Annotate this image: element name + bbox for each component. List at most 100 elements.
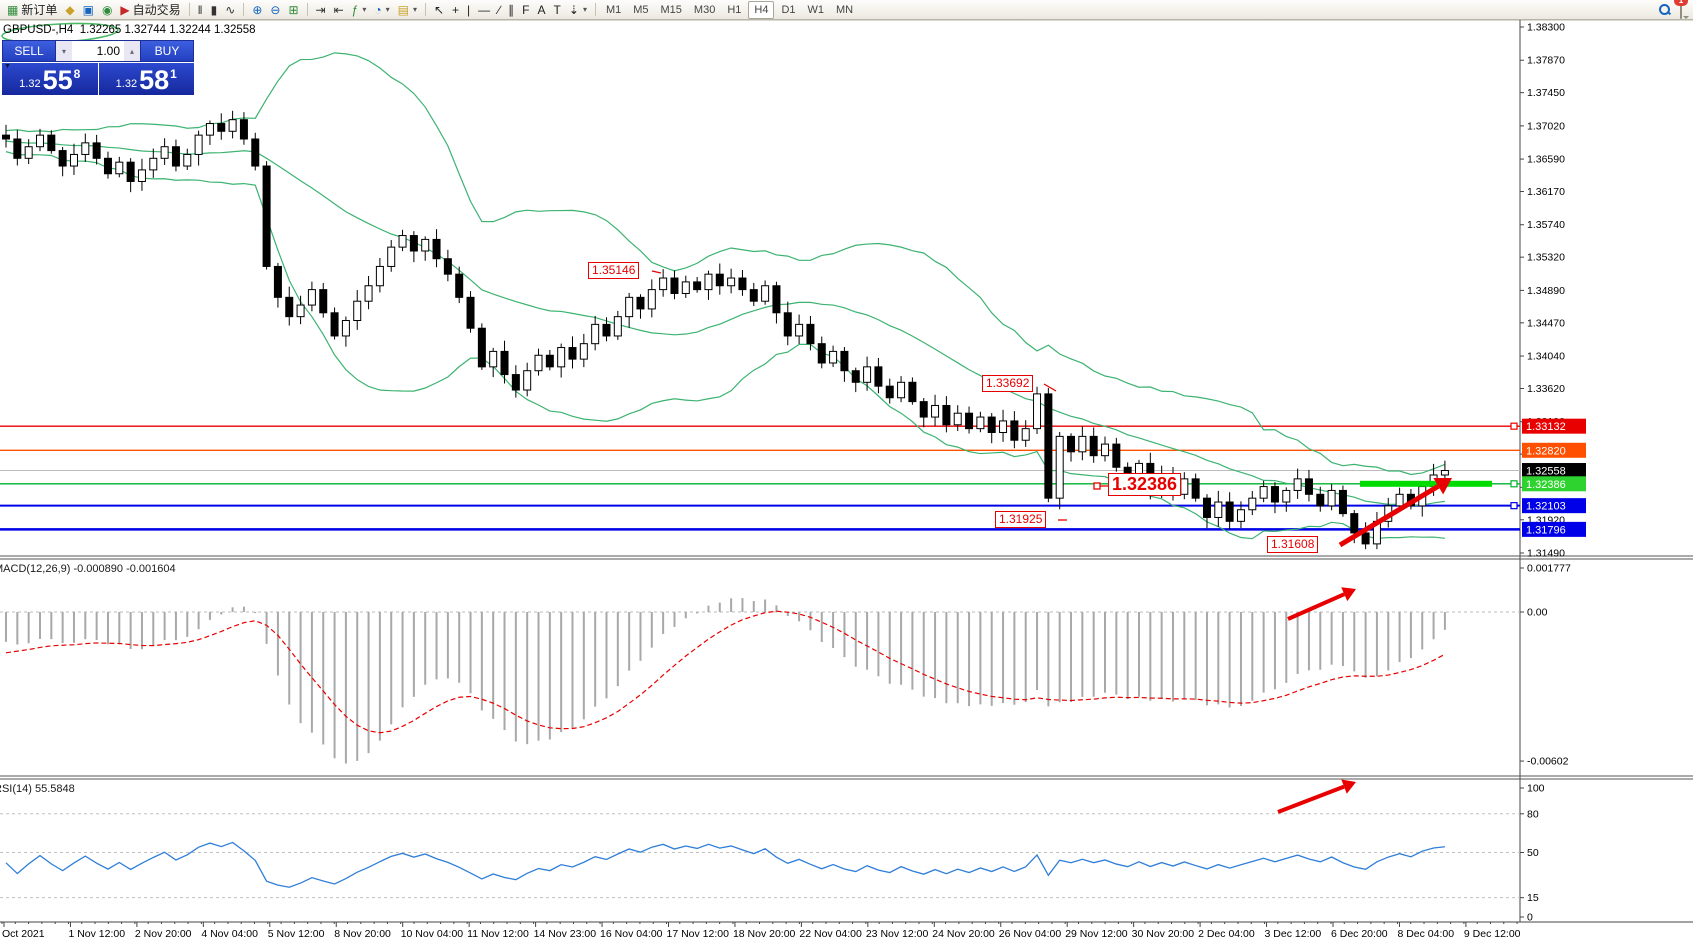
new-order-button[interactable]: ▦ 新订单 [4,1,60,18]
timeframe-M30[interactable]: M30 [693,3,716,16]
volume-increase-button[interactable]: ▴ [124,41,140,61]
periods-button[interactable]: ◔ ▾ [371,1,392,18]
crosshair-icon: + [452,2,460,17]
price-callout[interactable]: 1.31925 [995,511,1047,528]
macd-histogram [5,598,1446,764]
price-tag-text: 1.31796 [1526,524,1566,536]
candlestick-chart-button[interactable]: ▮ [208,1,221,18]
sell-price-display[interactable]: ▼ 1.32 55 8 [2,63,98,95]
crosshair-tool[interactable]: + [449,1,462,18]
time-axis-label: 5 Nov 12:00 [268,928,325,940]
line-chart-button[interactable]: ∿ [222,1,238,18]
vertical-line-icon: | [467,2,471,17]
notifications-button[interactable]: 1 [1674,0,1688,19]
price-callout[interactable]: 1.35146 [588,262,640,279]
price-axis-label: 1.35320 [1527,252,1565,264]
callout-leader-line [651,270,662,274]
time-axis-label: 30 Nov 20:00 [1132,928,1195,940]
hline-marker[interactable] [1510,480,1518,488]
search-icon[interactable] [1659,4,1670,15]
bar-chart-button[interactable]: ǁ [195,1,206,18]
price-tag [1522,476,1586,492]
rsi-line [5,841,1445,888]
horizontal-line-tool[interactable]: — [475,1,493,18]
cursor-icon: ↖ [433,2,445,17]
timeframe-H1[interactable]: H1 [727,3,742,16]
timeframe-D1[interactable]: D1 [781,3,796,16]
buy-button[interactable]: BUY [140,40,194,62]
price-callout[interactable]: 1.31608 [1267,536,1319,553]
text-tool[interactable]: A [535,1,549,18]
navigator-button[interactable]: ▣ [80,1,97,18]
sell-button[interactable]: SELL [2,40,56,62]
time-axis-label: 16 Nov 04:00 [600,928,663,940]
zoom-in-icon: ⊕ [252,2,263,17]
time-axis-label: 10 Nov 04:00 [401,928,464,940]
time-axis-label: 8 Dec 04:00 [1397,928,1454,940]
signals-button[interactable]: ◉ [99,1,115,18]
price-callout[interactable]: 1.32386 [1108,473,1182,496]
dropdown-caret-icon: ▾ [582,5,587,14]
support-zone-band[interactable] [1360,480,1492,487]
price-axis-label: 1.33620 [1527,383,1565,395]
timeframe-M1[interactable]: M1 [605,3,622,16]
volume-decrease-button[interactable]: ▾ [56,41,72,61]
time-axis-label: 23 Nov 12:00 [866,928,929,940]
macd-axis-label: 0.00 [1527,607,1548,619]
toolbar-separator [188,3,190,16]
trendline-tool[interactable]: ∕ [495,1,503,18]
tile-windows-button[interactable]: ⊞ [285,1,301,18]
text-label-tool[interactable]: T [551,1,564,18]
text-icon: A [537,2,546,17]
trend-arrow[interactable] [1277,784,1345,814]
new-order-button-label: 新订单 [21,3,58,17]
sell-price-prefix: 1.32 [19,78,41,90]
price-tag [1522,418,1586,434]
macd-signal-line [5,610,1446,734]
hline-marker[interactable] [1510,502,1518,510]
trend-arrow[interactable] [1287,592,1346,621]
templates-button[interactable]: ▤ ▾ [395,1,420,18]
arrows-tool[interactable]: ⇣ ▾ [566,1,590,18]
buy-price-display[interactable]: 1.32 58 1 [98,63,194,95]
vertical-line-tool[interactable]: | [464,1,473,18]
volume-input[interactable] [72,41,124,61]
channel-icon: ∥ [508,2,515,17]
timeframe-W1[interactable]: W1 [807,3,825,16]
chart-symbol-label: GBPUSD-,H4 1.32265 1.32744 1.32244 1.325… [3,24,256,36]
fibonacci-tool[interactable]: F [519,1,532,18]
rsi-axis-label: 50 [1527,847,1539,859]
indicators-button[interactable]: ƒ ▾ [349,1,370,18]
timeframe-MN[interactable]: MN [836,3,854,16]
chart-shift-button[interactable]: ⇤ [331,1,347,18]
timeframe-M5[interactable]: M5 [633,3,649,16]
price-callout[interactable]: 1.33692 [982,375,1034,392]
channel-tool[interactable]: ∥ [505,1,517,18]
macd-axis-label: 0.001777 [1527,563,1571,575]
cursor-tool[interactable]: ↖ [431,1,447,18]
hline-marker[interactable] [1510,422,1518,430]
zoom-in-button[interactable]: ⊕ [249,1,265,18]
bar-chart-icon: ǁ [197,2,203,17]
trend-arrow[interactable] [1338,484,1440,548]
indicators-icon: ƒ [351,2,359,17]
bollinger-upper [5,52,1446,476]
price-tag-text: 1.32103 [1526,501,1566,513]
zoom-out-button[interactable]: ⊖ [267,1,283,18]
timeframe-M15[interactable]: M15 [660,3,682,16]
autotrading-button[interactable]: ▶ 自动交易 [117,1,183,18]
panel-caret-icon[interactable]: ▼ [4,63,11,70]
price-axis-label: 1.37450 [1527,87,1565,99]
rsi-axis-label: 100 [1527,783,1545,795]
sell-price-pip: 8 [73,67,81,81]
price-tag [1522,442,1586,458]
trend-arrow-head [1341,587,1356,602]
timeframe-H4[interactable]: H4 [748,0,775,19]
trendline-icon: ∕ [498,2,501,17]
dropdown-caret-icon: ▾ [412,5,417,14]
auto-scroll-button[interactable]: ⇥ [313,1,329,18]
dropdown-caret-icon: ▾ [385,5,390,14]
market-watch-button[interactable]: ◆ [62,1,77,18]
